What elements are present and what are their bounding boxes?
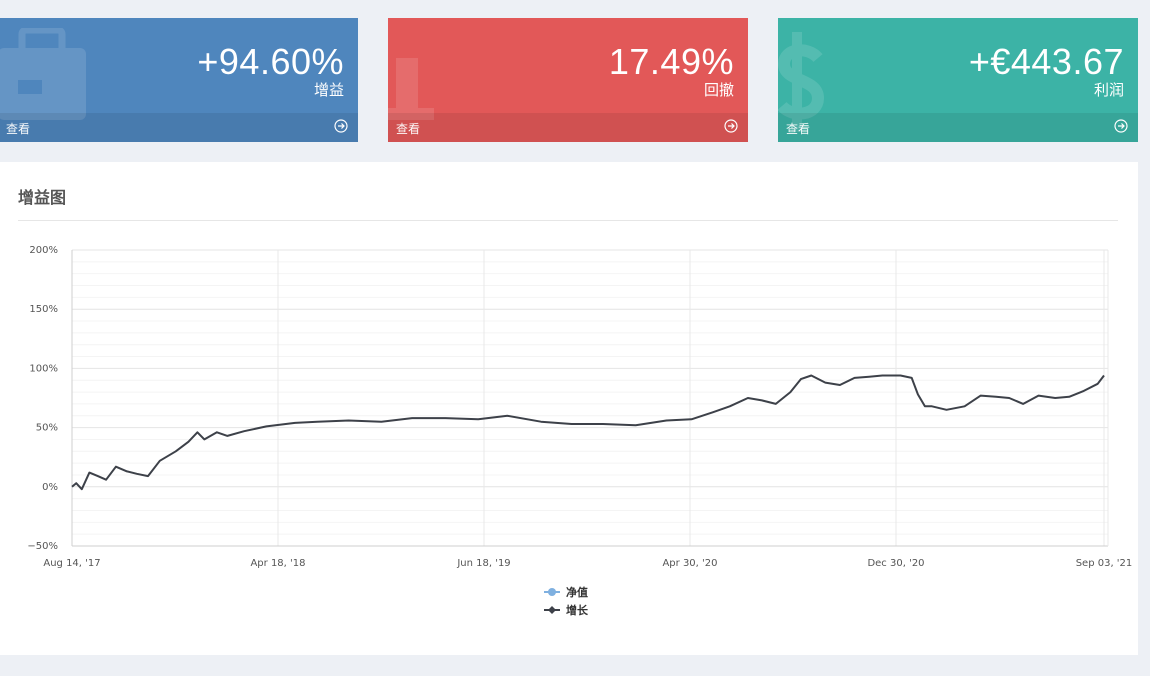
y-tick-label: −50% — [27, 541, 58, 552]
gain-value: +94.60% — [197, 41, 344, 82]
growth-series-line — [71, 374, 1105, 491]
y-tick-label: 150% — [29, 304, 58, 315]
profit-card: +€443.67 利润 查看 — [778, 18, 1138, 142]
drawdown-value: 17.49% — [608, 41, 734, 82]
gain-chart[interactable]: 200% 150% 100% 50% 0% −50% Aug 14, '17 Apr 18, … — [0, 232, 1138, 632]
drawdown-card: 17.49% 回撤 查看 — [388, 18, 748, 142]
dollar-icon — [778, 32, 825, 132]
x-tick-label: Sep 03, '21 — [1076, 558, 1133, 569]
legend-item[interactable]: 净值 — [544, 585, 588, 599]
view-link[interactable]: 查看 — [396, 122, 421, 136]
panel-title: 增益图 — [18, 188, 67, 207]
x-tick-label: Jun 18, '19 — [456, 558, 510, 569]
arrow-circle-right-icon[interactable] — [1114, 119, 1128, 133]
view-link[interactable]: 查看 — [6, 122, 31, 136]
divider — [18, 220, 1118, 221]
profit-value: +€443.67 — [968, 41, 1124, 82]
legend-label: 增长 — [566, 603, 589, 617]
x-tick-label: Apr 30, '20 — [662, 558, 717, 569]
x-tick-label: Aug 14, '17 — [43, 558, 100, 569]
gain-chart-panel: 增益图 200% 150% 100% 50% 0% −50% Aug 14, '17 Apr … — [0, 162, 1138, 655]
y-tick-label: 100% — [29, 363, 58, 374]
drawdown-card-footer[interactable]: 查看 — [388, 113, 748, 142]
legend-item[interactable]: 增长 — [544, 603, 589, 617]
legend-marker-diamond — [548, 606, 556, 614]
gain-card-footer[interactable]: 查看 — [0, 113, 358, 142]
y-tick-label: 50% — [36, 423, 58, 434]
y-tick-label: 0% — [42, 482, 58, 493]
legend-marker-circle — [548, 588, 556, 596]
profit-card-footer[interactable]: 查看 — [778, 113, 1138, 142]
arrow-circle-right-icon[interactable] — [724, 119, 738, 133]
chart-icon — [388, 58, 434, 120]
y-tick-label: 200% — [29, 245, 58, 256]
x-tick-label: Apr 18, '18 — [250, 558, 305, 569]
arrow-circle-right-icon[interactable] — [334, 119, 348, 133]
drawdown-label: 回撤 — [703, 81, 734, 99]
profit-label: 利润 — [1093, 81, 1124, 99]
gain-label: 增益 — [313, 81, 344, 99]
view-link[interactable]: 查看 — [786, 122, 811, 136]
gain-card: +94.60% 增益 查看 — [0, 18, 358, 142]
legend-label: 净值 — [566, 585, 588, 599]
x-tick-label: Dec 30, '20 — [867, 558, 924, 569]
briefcase-icon — [0, 28, 86, 120]
